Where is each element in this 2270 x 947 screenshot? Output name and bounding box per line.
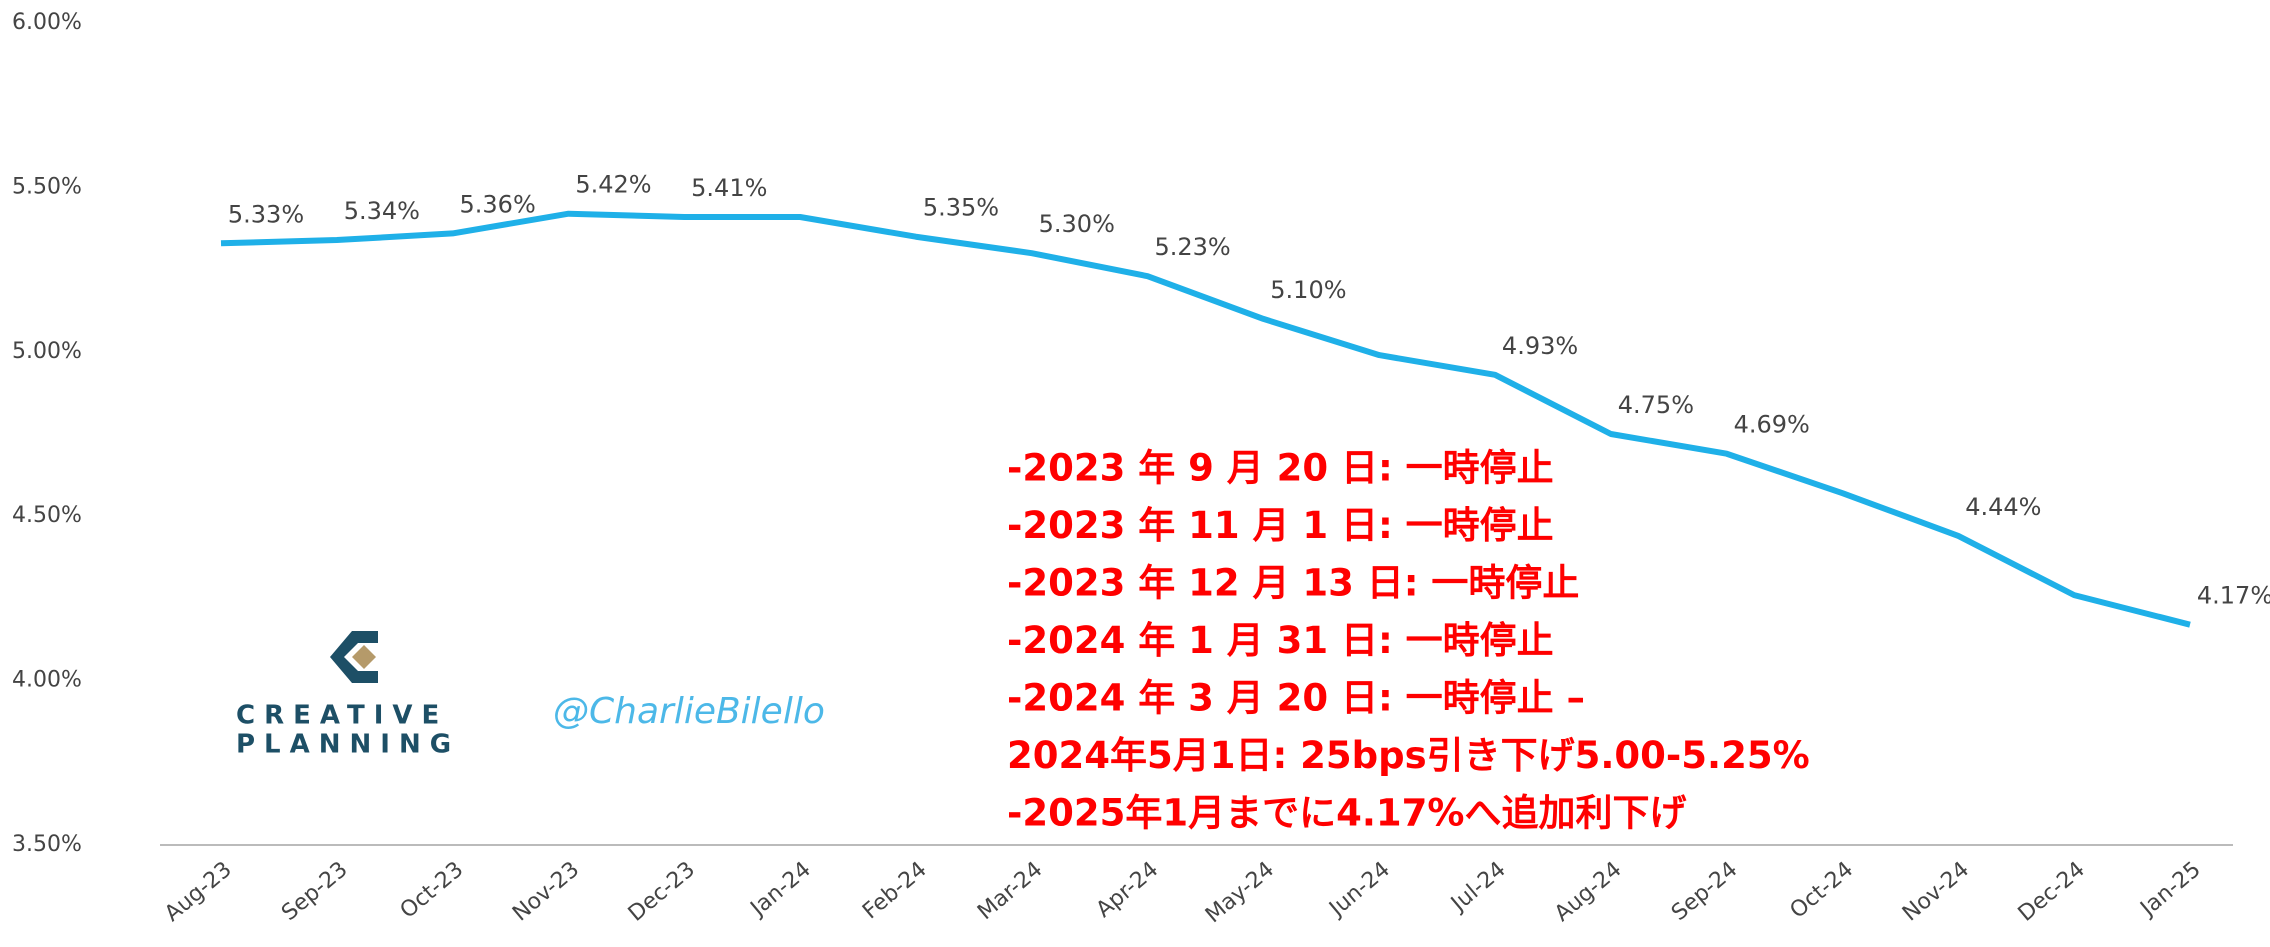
x-tick-label: Feb-24 <box>858 857 931 924</box>
x-tick-label: Jan-25 <box>2135 857 2206 922</box>
data-label: 5.36% <box>460 190 536 218</box>
x-tick-label: Sep-23 <box>277 857 352 926</box>
y-tick-label: 5.00% <box>12 339 82 364</box>
y-tick-label: 3.50% <box>12 832 82 857</box>
x-tick-label: Aug-24 <box>1550 857 1627 927</box>
y-tick-label: 4.50% <box>12 503 82 528</box>
data-label: 5.41% <box>691 174 767 202</box>
annotation: -2023 年 9 月 20 日: 一時停止 <box>1007 447 1554 490</box>
x-tick-label: Aug-23 <box>160 857 237 927</box>
data-label: 5.42% <box>575 171 651 199</box>
x-tick-label: Oct-23 <box>396 857 469 924</box>
x-tick-label: Oct-24 <box>1785 857 1858 924</box>
data-label: 4.17% <box>2197 582 2270 610</box>
data-label: 4.69% <box>1734 411 1810 439</box>
x-tick-label: Mar-24 <box>973 857 1047 925</box>
x-tick-label: Nov-23 <box>508 857 584 926</box>
x-tick-label: Nov-24 <box>1898 857 1974 926</box>
annotation: -2023 年 12 月 13 日: 一時停止 <box>1007 562 1579 605</box>
x-tick-label: Apr-24 <box>1092 857 1164 923</box>
x-tick-label: May-24 <box>1201 857 1279 928</box>
annotation: -2025年1月までに4.17%へ追加利下げ <box>1007 792 1686 835</box>
data-label: 4.44% <box>1965 493 2041 521</box>
annotation: -2023 年 11 月 1 日: 一時停止 <box>1007 504 1554 547</box>
x-tick-label: Dec-24 <box>2014 857 2090 927</box>
data-label: 5.10% <box>1270 276 1346 304</box>
data-label: 4.93% <box>1502 332 1578 360</box>
logo-icon <box>330 631 378 683</box>
y-tick-label: 4.00% <box>12 668 82 693</box>
logo-text: PLANNING <box>236 730 460 760</box>
logo-text: CREATIVE <box>236 701 448 731</box>
annotation: -2024 年 1 月 31 日: 一時停止 <box>1007 619 1554 662</box>
x-tick-label: Jun-24 <box>1323 857 1394 923</box>
data-label: 5.34% <box>344 197 420 225</box>
y-tick-label: 5.50% <box>12 174 82 199</box>
y-tick-label: 6.00% <box>12 10 82 35</box>
annotation: -2024 年 3 月 20 日: 一時停止 – <box>1007 677 1585 720</box>
line <box>220 210 2191 628</box>
data-label: 5.33% <box>228 200 304 228</box>
x-tick-label: Jul-24 <box>1445 857 1510 918</box>
watermark: @CharlieBilello <box>553 691 825 732</box>
x-tick-label: Sep-24 <box>1667 857 1742 926</box>
data-label: 5.35% <box>923 194 999 222</box>
data-label: 5.30% <box>1039 210 1115 238</box>
x-tick-label: Jan-24 <box>745 857 816 922</box>
data-label: 5.23% <box>1154 233 1230 261</box>
annotation: 2024年5月1日: 25bps引き下げ5.00-5.25% <box>1007 734 1810 777</box>
data-label: 4.75% <box>1618 391 1694 419</box>
x-tick-label: Dec-23 <box>624 857 700 927</box>
